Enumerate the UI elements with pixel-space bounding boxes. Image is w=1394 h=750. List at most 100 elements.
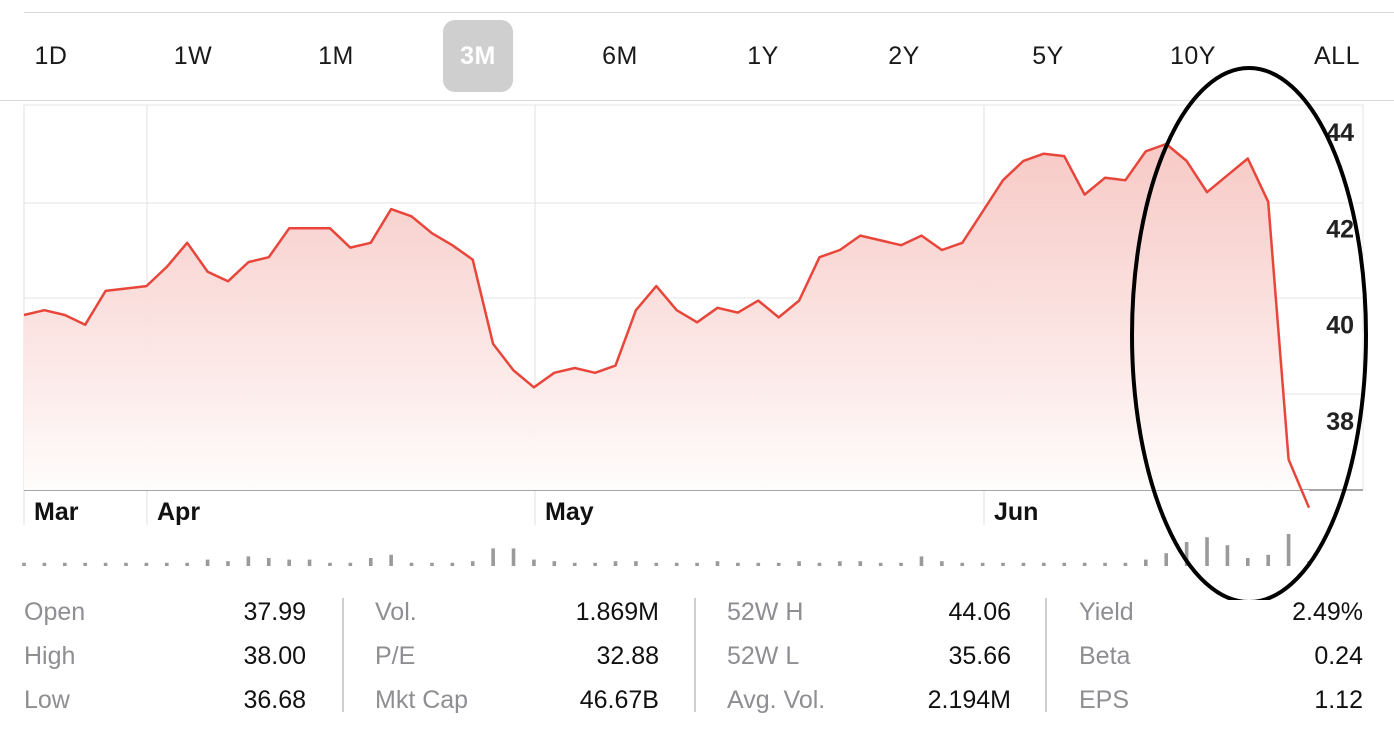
volume-bar [695, 562, 699, 566]
stat-value: 35.66 [948, 642, 1011, 670]
stat-label: High [24, 642, 76, 670]
stat-value: 37.99 [243, 598, 306, 626]
tab-1w[interactable]: 1W [173, 41, 213, 70]
volume-bar [899, 562, 903, 566]
stat-label: Beta [1079, 642, 1131, 670]
volume-bar [450, 562, 455, 566]
volume-bar [756, 562, 761, 566]
price-line [23, 142, 1311, 509]
stat-label: 52W L [727, 642, 800, 670]
tab-1d[interactable]: 1D [34, 41, 68, 70]
y-tick-label: 40 [1326, 312, 1354, 340]
volume-bar [940, 561, 944, 566]
volume-bar [858, 561, 863, 566]
volume-bar [246, 556, 251, 566]
volume-bar [124, 562, 128, 566]
volume-bar [185, 562, 189, 566]
volume-bar [552, 561, 557, 566]
volume-bar [348, 562, 353, 566]
volume-bar [878, 562, 883, 566]
stat-beta: Beta 0.24 [1079, 642, 1363, 682]
stat-value: 0.24 [1314, 642, 1363, 670]
stat-value: 1.869M [575, 598, 659, 626]
volume-bar [572, 562, 577, 566]
stats-panel: Open 37.99 High 38.00 Low 36.68 Vol. 1.8… [0, 590, 1394, 730]
volume-bar [430, 562, 434, 566]
stat-value: 44.06 [948, 598, 1011, 626]
volume-bar [1205, 537, 1209, 566]
volume-bar [1062, 562, 1067, 566]
stat-label: EPS [1079, 686, 1130, 714]
tab-6m[interactable]: 6M [602, 41, 638, 70]
stats-col-4: Yield 2.49% Beta 0.24 EPS 1.12 [1079, 590, 1363, 720]
x-tick-label: May [545, 498, 594, 526]
stat-value: 1.12 [1314, 686, 1363, 714]
volume-bar [42, 562, 47, 566]
stat-label: Mkt Cap [375, 686, 469, 714]
volume-bar [389, 554, 393, 566]
volume-bar [1123, 562, 1128, 566]
stat-label: P/E [375, 642, 416, 670]
volume-bar [960, 562, 965, 566]
volume-bar [817, 562, 822, 566]
volume-bar [511, 548, 516, 566]
stats-col-3: 52W H 44.06 52W L 35.66 Avg. Vol. 2.194M [727, 590, 1011, 720]
stats-col-1: Open 37.99 High 38.00 Low 36.68 [24, 590, 306, 720]
volume-bar [226, 561, 230, 566]
tab-2y[interactable]: 2Y [888, 41, 920, 70]
volume-bar [1144, 559, 1148, 566]
volume-bar [919, 556, 924, 566]
volume-bar [797, 561, 801, 566]
volume-bar [674, 562, 679, 566]
volume-bar [62, 562, 67, 566]
volume-bar [164, 562, 169, 566]
tab-all[interactable]: ALL [1314, 41, 1360, 70]
stat-open: Open 37.99 [24, 598, 306, 638]
volume-bar [776, 562, 781, 566]
range-tabs: 1D 1W 1M 3M 6M 1Y 2Y 5Y 10Y ALL [0, 20, 1394, 92]
volume-bar [307, 559, 312, 566]
x-tick-label: Mar [34, 498, 79, 526]
tab-5y[interactable]: 5Y [1032, 41, 1064, 70]
stat-low: Low 36.68 [24, 686, 306, 726]
volume-bar [368, 558, 373, 566]
y-tick-label: 38 [1326, 408, 1354, 436]
stat-value: 2.194M [927, 686, 1011, 714]
volume-bar [1266, 554, 1271, 566]
volume-bar [1164, 553, 1169, 566]
volume-bar [83, 562, 87, 566]
volume-bar [1042, 562, 1046, 566]
annotation-circle [1130, 66, 1368, 600]
stat-52w-high: 52W H 44.06 [727, 598, 1011, 638]
volume-bar [1021, 562, 1026, 566]
volume-bar [1286, 534, 1291, 566]
tab-3m[interactable]: 3M [443, 20, 513, 92]
tab-10y[interactable]: 10Y [1170, 41, 1216, 70]
volume-bar [22, 562, 26, 566]
volume-bar [491, 548, 495, 566]
volume-bar [1082, 562, 1087, 566]
volume-bars [22, 534, 1311, 566]
stat-mkt-cap: Mkt Cap 46.67B [375, 686, 659, 726]
x-tick-label: Apr [157, 498, 200, 526]
volume-bar [1001, 562, 1005, 566]
stat-label: Vol. [375, 598, 417, 626]
stat-eps: EPS 1.12 [1079, 686, 1363, 726]
stat-pe: P/E 32.88 [375, 642, 659, 682]
volume-bar [205, 559, 210, 566]
stat-label: Open [24, 598, 86, 626]
volume-bar [613, 561, 618, 566]
volume-bar [409, 562, 414, 566]
x-tick-label: Jun [994, 498, 1038, 526]
stat-label: 52W H [727, 598, 804, 626]
tab-1y[interactable]: 1Y [747, 41, 779, 70]
volume-bar [980, 562, 985, 566]
stat-high: High 38.00 [24, 642, 306, 682]
volume-bar [654, 562, 659, 566]
volume-bar [532, 559, 536, 566]
stat-label: Low [24, 686, 70, 714]
volume-bar [1225, 545, 1230, 566]
stats-divider [1045, 598, 1047, 712]
tab-1m[interactable]: 1M [318, 41, 354, 70]
volume-bar [593, 562, 597, 566]
